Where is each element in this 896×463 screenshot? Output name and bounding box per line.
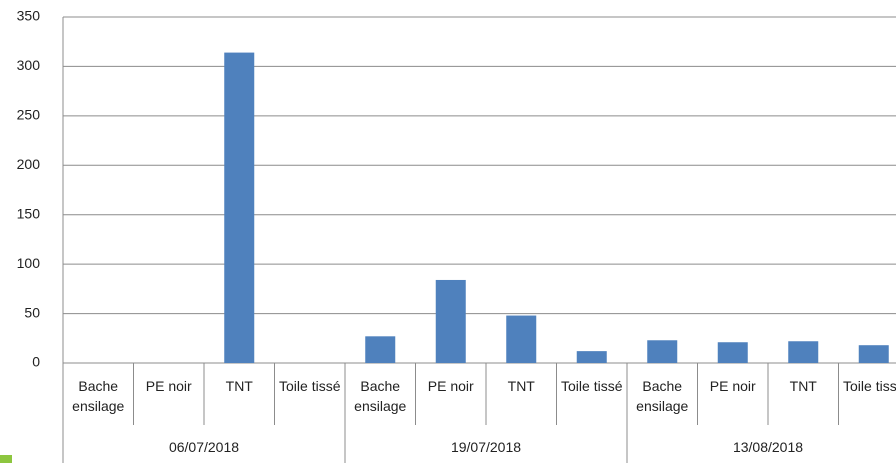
bar [365, 336, 396, 363]
x-tick-label: PE noir [427, 378, 474, 394]
bar [717, 342, 748, 363]
bar [506, 315, 537, 363]
x-tick-label: Bache ensilage [636, 378, 689, 414]
x-tick-label: Bache ensilage [72, 378, 125, 414]
group-label: 13/08/2018 [732, 439, 804, 455]
y-tick-label: 150 [17, 205, 41, 221]
bar [858, 345, 889, 363]
y-tick-label: 50 [24, 304, 40, 320]
y-tick-label: 200 [17, 156, 41, 172]
x-tick-label: TNT [507, 378, 535, 394]
group-label: 06/07/2018 [168, 439, 240, 455]
bar [647, 340, 678, 363]
y-tick-label: 300 [17, 57, 41, 73]
bar [788, 341, 819, 363]
y-tick-label: 350 [17, 8, 41, 24]
x-tick-label: TNT [789, 378, 817, 394]
x-tick-label: Toile tissé [279, 378, 341, 394]
x-tick-label: Toile tissé [561, 378, 623, 394]
y-tick-label: 0 [32, 354, 40, 370]
x-tick-label: TNT [225, 378, 253, 394]
x-tick-label: Toile tissé [843, 378, 896, 394]
corner-mark [0, 455, 12, 463]
group-label: 19/07/2018 [450, 439, 522, 455]
x-tick-label: PE noir [145, 378, 192, 394]
x-tick-label: Bache ensilage [354, 378, 407, 414]
bar [576, 351, 607, 363]
bar [435, 279, 466, 363]
bar [224, 52, 255, 364]
x-tick-label: PE noir [709, 378, 756, 394]
y-tick-label: 100 [17, 255, 41, 271]
y-tick-label: 250 [17, 107, 41, 123]
